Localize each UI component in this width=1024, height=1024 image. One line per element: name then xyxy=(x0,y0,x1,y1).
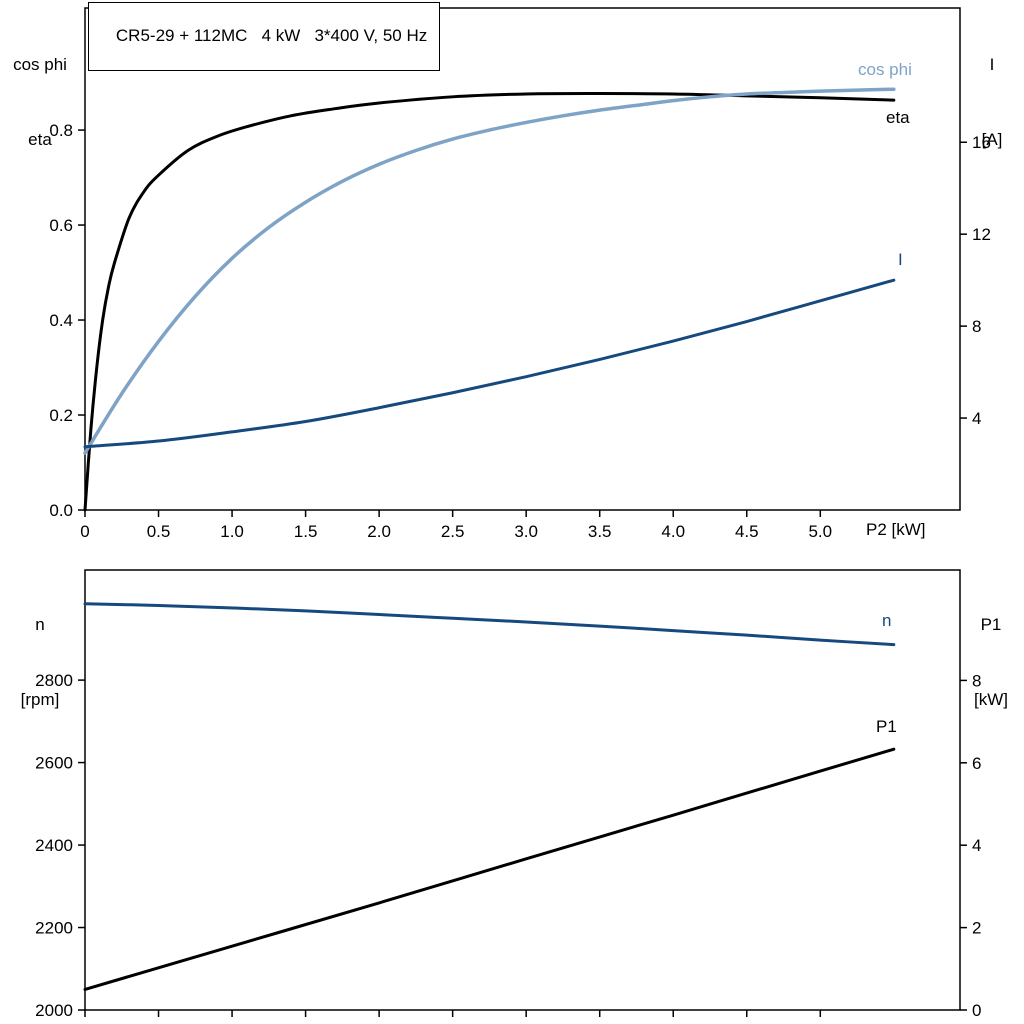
top-right-axis-label: I [A] xyxy=(962,2,1022,202)
svg-text:3.5: 3.5 xyxy=(588,522,612,541)
svg-text:3.0: 3.0 xyxy=(514,522,538,541)
svg-text:4.5: 4.5 xyxy=(735,522,759,541)
svg-text:12: 12 xyxy=(972,225,991,244)
bottom-left-axis-label: n [rpm] xyxy=(0,562,80,762)
svg-text:8: 8 xyxy=(972,671,981,690)
svg-text:4.0: 4.0 xyxy=(661,522,685,541)
svg-text:2600: 2600 xyxy=(35,754,73,773)
svg-text:0.6: 0.6 xyxy=(49,216,73,235)
axis-label-speed: n xyxy=(35,615,45,634)
svg-text:2000: 2000 xyxy=(35,1001,73,1020)
axis-label-eta: eta xyxy=(28,130,52,149)
svg-text:0.2: 0.2 xyxy=(49,406,73,425)
axis-label-speed-unit: [rpm] xyxy=(20,690,60,709)
bottom-right-axis-label: P1 [kW] xyxy=(960,562,1022,762)
curve-label-p1: P1 xyxy=(876,717,897,736)
svg-text:2.0: 2.0 xyxy=(367,522,391,541)
svg-text:0.8: 0.8 xyxy=(49,121,73,140)
chart-title-box: CR5-29 + 112MC 4 kW 3*400 V, 50 Hz xyxy=(88,2,441,71)
svg-text:4: 4 xyxy=(972,409,981,428)
svg-text:4: 4 xyxy=(972,836,981,855)
svg-text:1.0: 1.0 xyxy=(220,522,244,541)
svg-text:0.4: 0.4 xyxy=(49,311,73,330)
svg-text:8: 8 xyxy=(972,317,981,336)
axis-label-p1-unit: [kW] xyxy=(974,690,1008,709)
svg-text:0.0: 0.0 xyxy=(49,501,73,520)
curve-label-eta: eta xyxy=(886,108,910,127)
svg-text:0: 0 xyxy=(80,522,89,541)
axis-label-cosphi: cos phi xyxy=(13,55,67,74)
svg-text:2.5: 2.5 xyxy=(441,522,465,541)
axis-label-current: I xyxy=(989,55,995,74)
svg-text:0: 0 xyxy=(972,1001,981,1020)
curve-label-current: I xyxy=(898,250,903,269)
svg-text:2: 2 xyxy=(972,919,981,938)
top-left-axis-label: cos phi eta xyxy=(0,2,80,202)
chart-title: CR5-29 + 112MC 4 kW 3*400 V, 50 Hz xyxy=(115,26,428,45)
svg-text:1.5: 1.5 xyxy=(294,522,318,541)
curve-label-speed: n xyxy=(882,611,892,630)
curve-label-cosphi: cos phi xyxy=(858,60,912,79)
svg-text:2200: 2200 xyxy=(35,919,73,938)
svg-text:2800: 2800 xyxy=(35,671,73,690)
svg-text:0.5: 0.5 xyxy=(147,522,171,541)
svg-text:6: 6 xyxy=(972,754,981,773)
svg-text:5.0: 5.0 xyxy=(808,522,832,541)
svg-text:2400: 2400 xyxy=(35,836,73,855)
svg-text:16: 16 xyxy=(972,133,991,152)
x-axis-label: P2 [kW] xyxy=(866,520,926,539)
axis-label-p1: P1 xyxy=(980,615,1002,634)
axis-label-current-unit: [A] xyxy=(981,130,1003,149)
